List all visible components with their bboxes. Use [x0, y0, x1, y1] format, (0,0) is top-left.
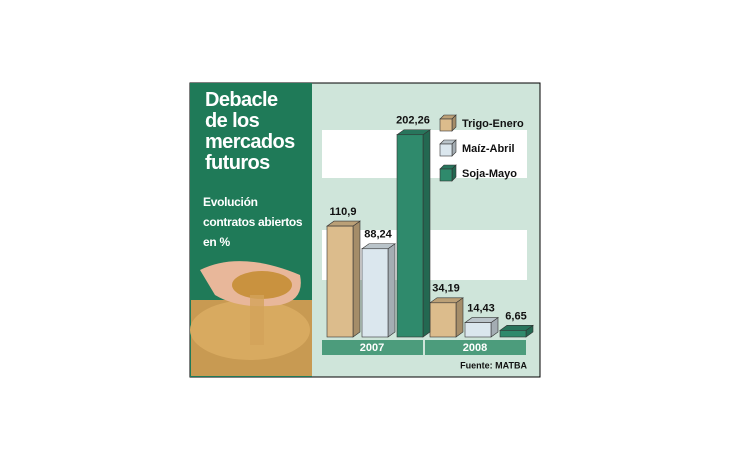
legend-label: Maíz-Abril: [462, 143, 515, 155]
value-label: 6,65: [505, 310, 526, 322]
bar: [326, 225, 354, 338]
legend-label: Soja-Mayo: [462, 168, 517, 180]
bar-side: [387, 243, 396, 338]
bar: [464, 322, 492, 338]
bar: [396, 134, 424, 338]
bar: [361, 248, 389, 338]
chart-title: Debacle de los mercados futuros: [205, 89, 295, 174]
legend-swatch: [439, 118, 453, 132]
value-label: 110,9: [330, 206, 357, 218]
value-label: 88,24: [364, 229, 392, 241]
chart-subtitle: Evolución contratos abiertos en %: [203, 195, 303, 249]
legend-label: Trigo-Enero: [462, 118, 524, 130]
legend-swatch: [439, 168, 453, 182]
value-label: 202,26: [396, 115, 430, 127]
bar-side: [455, 297, 464, 338]
value-label: 14,43: [467, 302, 495, 314]
legend-swatch: [439, 143, 453, 157]
grain-image: [190, 261, 312, 376]
bar-side: [422, 129, 431, 338]
bar-side: [352, 220, 361, 338]
category-band: [322, 340, 423, 355]
bar: [499, 330, 527, 338]
value-label: 34,19: [432, 283, 460, 295]
source: Fuente: MATBA: [460, 360, 527, 370]
bar: [429, 302, 457, 338]
x-tick-label: 2008: [463, 342, 487, 354]
category-band: [425, 340, 526, 355]
x-tick-label: 2007: [360, 342, 384, 354]
